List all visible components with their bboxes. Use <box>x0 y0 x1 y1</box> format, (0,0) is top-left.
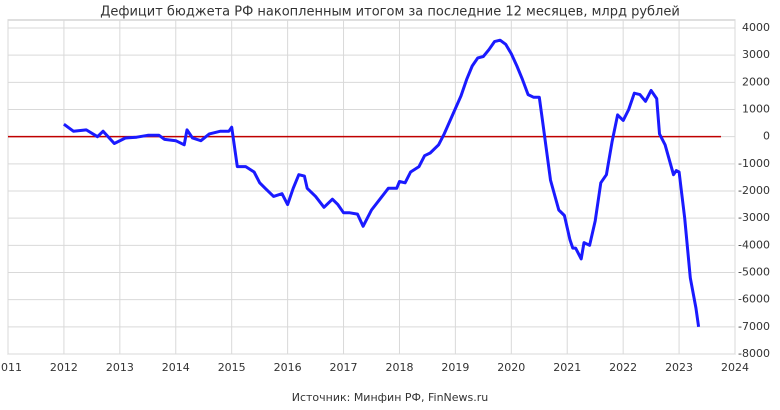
source: Источник: Минфин РФ, FinNews.ru <box>292 391 489 404</box>
y-tick-label: -7000 <box>738 320 770 333</box>
y-tick-label: 3000 <box>742 48 770 61</box>
x-tick-label: 2015 <box>218 361 246 374</box>
x-tick-label: 2019 <box>441 361 469 374</box>
x-tick-label: 2020 <box>497 361 525 374</box>
chart-title: Дефицит бюджета РФ накопленным итогом за… <box>100 5 680 20</box>
y-tick-label: -1000 <box>738 157 770 170</box>
y-tick-label: 1000 <box>742 103 770 116</box>
plot-area <box>7 19 736 355</box>
y-tick-label: -5000 <box>738 266 770 279</box>
x-tick-label: 2013 <box>106 361 134 374</box>
data-line <box>63 38 701 328</box>
x-tick-label: 2021 <box>553 361 581 374</box>
y-tick-label: -8000 <box>738 347 770 360</box>
x-tick-label: 2016 <box>274 361 302 374</box>
x-tick-label: 2023 <box>665 361 693 374</box>
x-tick-label: 2011 <box>0 361 22 374</box>
x-tick-label: 2022 <box>609 361 637 374</box>
y-tick-label: 4000 <box>742 21 770 34</box>
y-tick-label: -6000 <box>738 293 770 306</box>
y-tick-label: -2000 <box>738 184 770 197</box>
y-tick-label: -3000 <box>738 211 770 224</box>
x-tick-label: 2024 <box>721 361 749 374</box>
y-tick-label: 0 <box>763 130 770 143</box>
y-tick-label: -4000 <box>738 238 770 251</box>
x-tick-label: 2014 <box>162 361 190 374</box>
x-tick-label: 2018 <box>385 361 413 374</box>
y-tick-label: 2000 <box>742 75 770 88</box>
x-tick-label: 2012 <box>50 361 78 374</box>
x-tick-label: 2017 <box>330 361 358 374</box>
